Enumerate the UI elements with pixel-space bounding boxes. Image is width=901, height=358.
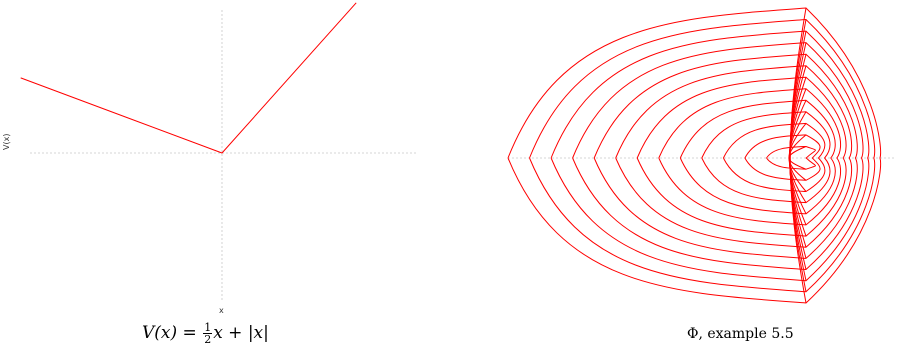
level-set-curve	[701, 111, 831, 204]
fraction-numerator: 1	[203, 321, 213, 334]
level-set-curve	[593, 53, 858, 259]
level-set-curve	[722, 122, 826, 193]
right-figure-caption: Φ, example 5.5	[687, 326, 794, 342]
level-set-curve	[679, 99, 836, 215]
fraction-denominator: 2	[204, 333, 212, 346]
level-set-curve	[615, 65, 853, 248]
phi-level-sets-plot	[507, 7, 895, 304]
y-axis-label: V(x)	[2, 133, 11, 150]
level-set-curves	[507, 7, 882, 304]
v-series-line	[20, 2, 357, 154]
right-figure: Φ, example 5.5	[500, 0, 901, 358]
level-set-curve	[507, 7, 882, 304]
v-function-plot	[20, 2, 418, 300]
level-set-curve	[636, 76, 847, 237]
caption-rhs: x + |x|	[213, 323, 269, 343]
x-axis-label: x	[219, 306, 224, 315]
caption-lhs: V(x) =	[142, 323, 203, 343]
